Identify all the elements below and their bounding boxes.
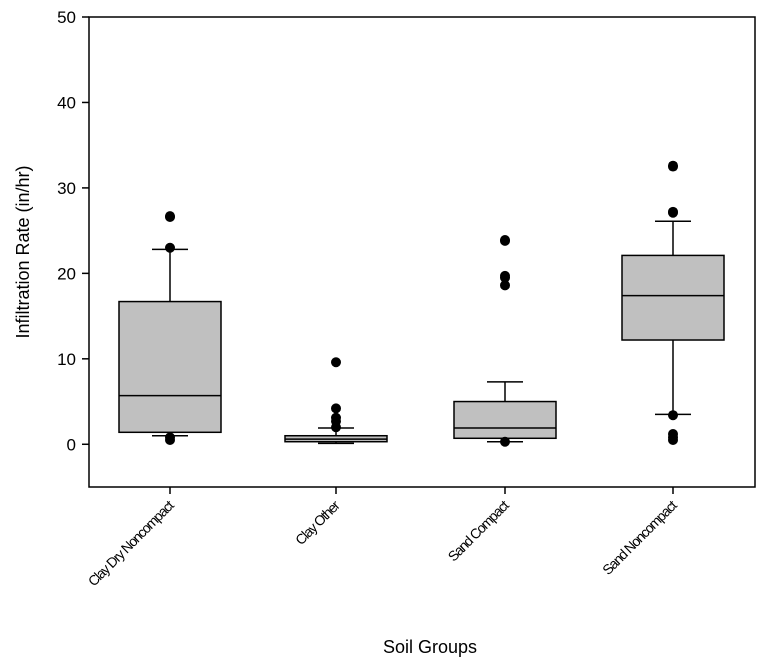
x-axis: Clay Dry Noncompact Clay Other Sand Compac… [85, 487, 680, 589]
x-category-label: Sand Compact [444, 497, 512, 565]
outlier-point [500, 235, 510, 246]
box-group [453, 235, 557, 447]
y-axis-title: Infiltration Rate (in/hr) [13, 165, 33, 338]
x-category-label: Clay Other [292, 497, 343, 548]
x-category-label: Clay Dry Noncompact [85, 497, 177, 589]
y-tick-label: 30 [57, 179, 76, 198]
outlier-point [668, 160, 678, 171]
outlier-point [668, 429, 678, 440]
outlier-point [668, 410, 678, 421]
y-tick-label: 40 [57, 93, 76, 112]
box-group [284, 357, 388, 445]
outlier-point [500, 280, 510, 291]
outlier-point [668, 206, 678, 217]
outlier-point [331, 403, 341, 414]
outlier-point [331, 357, 341, 368]
box-group [118, 211, 222, 445]
plot-frame [88, 16, 756, 488]
outlier-point [500, 270, 510, 281]
outlier-point [500, 436, 510, 447]
box-iqr [118, 300, 222, 434]
outlier-point [331, 412, 341, 423]
outlier-point [165, 432, 175, 443]
y-tick-label: 0 [67, 435, 76, 454]
y-tick-label: 50 [57, 8, 76, 27]
outlier-point [165, 242, 175, 253]
box-iqr [453, 400, 557, 440]
x-category-label: Sand Noncompact [599, 497, 680, 578]
y-axis: 0 10 20 30 40 50 [57, 8, 89, 454]
box-group [621, 160, 725, 445]
box-iqr [621, 254, 725, 341]
boxes [118, 160, 725, 447]
outlier-point [165, 211, 175, 222]
x-axis-title: Soil Groups [383, 637, 477, 657]
y-tick-label: 10 [57, 350, 76, 369]
y-tick-label: 20 [57, 264, 76, 283]
